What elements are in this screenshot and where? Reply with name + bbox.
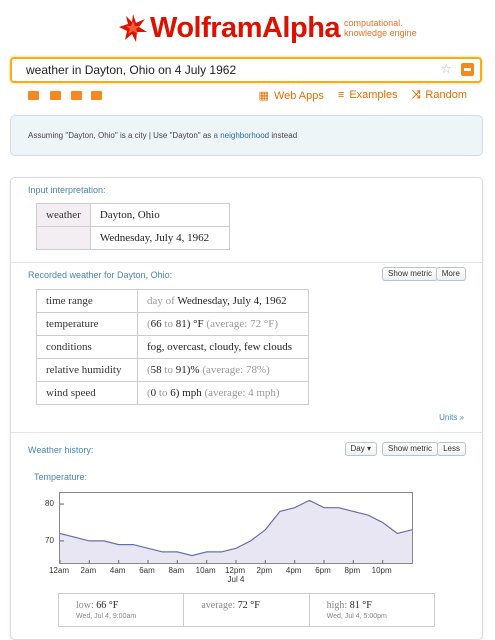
table-row: conditions fog, overcast, cloudy, few cl… [36,335,309,359]
list-icon: ≡ [337,89,345,101]
web-apps-link[interactable]: ▦ Web Apps [258,90,324,102]
y-tick-label: 70 [45,535,54,545]
avg-temp-cell: average: 72 °F [184,594,310,626]
temperature-line [59,499,413,557]
assumption-banner: Assuming "Dayton, Ohio" is a city | Use … [10,115,483,156]
shuffle-icon: ⤨ [411,89,421,101]
grid-icon: ▦ [258,90,269,102]
search-box: ☆ [10,57,482,83]
temperature-summary: low: 66 °F Wed, Jul 4, 9:00am average: 7… [58,593,435,627]
tagline: computational. knowledge engine [344,18,417,38]
favorite-star-icon[interactable]: ☆ [440,61,452,76]
y-tick-label: 80 [45,499,54,509]
table-icon[interactable] [71,91,82,100]
temperature-area [60,500,412,563]
examples-link[interactable]: ≡ Examples [337,89,398,101]
search-submit-button[interactable] [461,63,474,76]
keyboard-icon[interactable] [28,91,39,100]
low-temp-cell: low: 66 °F Wed, Jul 4, 9:00am [59,594,185,626]
temperature-subtitle: Temperature: [34,472,88,482]
units-link[interactable]: Units » [439,413,464,422]
weather-history-title: Weather history: [28,445,94,455]
x-tick-label: 12am [48,566,69,575]
table-row: time range day of Wednesday, July 4, 196… [36,289,309,313]
x-tick-label: 6am [139,566,155,575]
x-tick-label: 8am [168,566,185,575]
x-tick-label: 4am [109,566,126,575]
input-interpretation-title: Input interpretation: [28,185,106,195]
recorded-weather-title: Recorded weather for Dayton, Ohio: [28,270,173,280]
show-metric-button-history[interactable]: Show metric [381,442,438,456]
x-axis-sublabel: Jul 4 [227,575,245,584]
wolframalpha-logo[interactable]: WolframAlpha computational. knowledge eng… [118,10,417,46]
less-button[interactable]: Less [437,442,466,456]
brand-name: WolframAlpha [150,12,341,44]
table-row: temperature (66 to 81) °F (average: 72 °… [36,312,309,336]
random-link[interactable]: ⤨ Random [411,89,467,101]
high-temp-cell: high: 81 °F Wed, Jul 4, 5:00pm [326,600,387,620]
day-select[interactable]: Day ▾ [344,442,377,456]
temperature-plot [59,499,413,563]
x-tick-label: 2am [80,566,97,575]
x-tick-label: 10pm [371,566,392,575]
search-input[interactable] [26,60,426,80]
table-row: relative humidity (58 to 91)% (average: … [36,358,309,382]
temperature-chart [59,492,413,564]
toolbar: ▦ Web Apps ≡ Examples ⤨ Random [28,89,467,103]
input-interpretation-table: weather Dayton, Ohio Wednesday, July 4, 1… [36,203,230,250]
neighborhood-link[interactable]: a neighborhood [213,131,270,140]
camera-icon[interactable] [50,91,61,100]
spikey-logo-icon [119,14,147,42]
x-tick-label: 12pm [224,566,245,575]
more-button[interactable]: More [435,267,466,281]
x-tick-label: 10am [195,566,216,575]
x-tick-label: 2pm [256,566,273,575]
x-tick-label: 4pm [285,566,302,575]
x-tick-label: 8pm [344,566,361,575]
show-metric-button[interactable]: Show metric [381,267,438,281]
table-row: wind speed (0 to 6) mph (average: 4 mph) [36,381,309,405]
recorded-weather-table: time range day of Wednesday, July 4, 196… [36,289,309,405]
x-tick-label: 6pm [315,566,331,575]
puzzle-icon[interactable] [91,91,102,100]
